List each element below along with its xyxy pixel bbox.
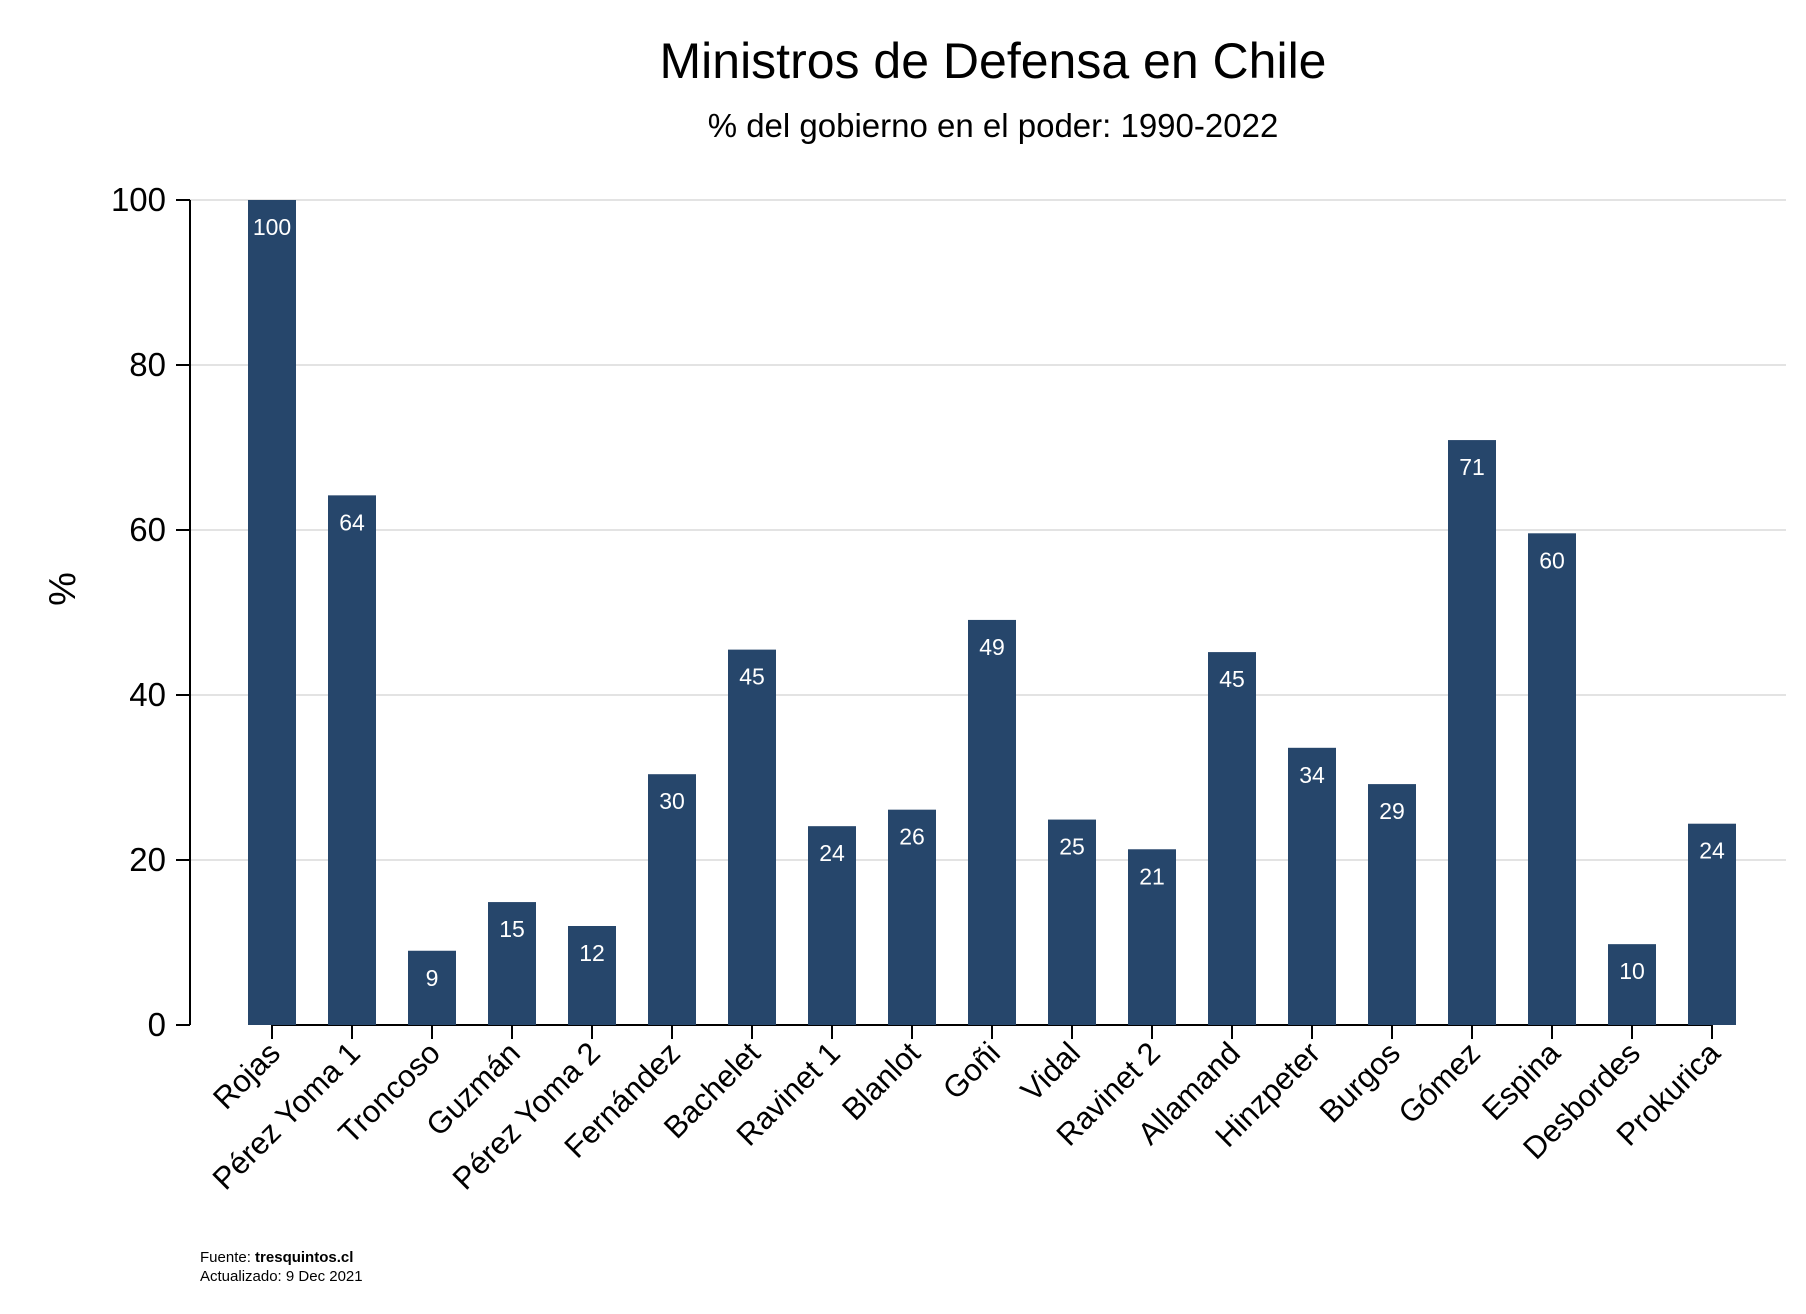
x-category-label: Burgos bbox=[1313, 1035, 1407, 1129]
bar-value-label: 24 bbox=[1699, 838, 1725, 864]
bar bbox=[968, 619, 1016, 1025]
footer-source-value: tresquintos.cl bbox=[255, 1249, 353, 1266]
bar bbox=[1688, 823, 1736, 1025]
bar bbox=[1608, 944, 1656, 1025]
bar-value-label: 10 bbox=[1619, 958, 1645, 984]
x-category-label: Gómez bbox=[1392, 1035, 1487, 1130]
y-axis-label: % bbox=[42, 572, 84, 606]
bar-value-label: 21 bbox=[1139, 863, 1165, 889]
bar-value-label: 60 bbox=[1539, 547, 1565, 573]
bar bbox=[648, 774, 696, 1025]
y-tick-label: 0 bbox=[148, 1006, 166, 1043]
bar bbox=[248, 200, 296, 1025]
bar bbox=[808, 826, 856, 1025]
bar bbox=[488, 902, 536, 1025]
bar-value-label: 24 bbox=[819, 840, 845, 866]
footer-updated: Actualizado: 9 Dec 2021 bbox=[200, 1268, 363, 1285]
bar bbox=[1528, 533, 1576, 1025]
y-tick-label: 20 bbox=[129, 841, 166, 878]
axes: 0 20 40 60 80 100 bbox=[111, 181, 1713, 1043]
bar-value-label: 34 bbox=[1299, 762, 1325, 788]
bar-value-label: 71 bbox=[1459, 454, 1485, 480]
bar bbox=[1048, 819, 1096, 1025]
bar-value-label: 25 bbox=[1059, 834, 1085, 860]
bar-value-label: 49 bbox=[979, 634, 1005, 660]
bar-value-label: 29 bbox=[1379, 798, 1405, 824]
y-tick-label: 60 bbox=[129, 511, 166, 548]
gridlines bbox=[190, 199, 1786, 861]
y-tick-label: 80 bbox=[129, 346, 166, 383]
bar-value-label: 9 bbox=[426, 965, 439, 991]
x-category-label: Goñi bbox=[936, 1035, 1007, 1106]
bar bbox=[408, 950, 456, 1025]
chart-title: Ministros de Defensa en Chile bbox=[660, 33, 1327, 89]
y-tick-label: 40 bbox=[129, 676, 166, 713]
bar-value-label: 64 bbox=[339, 509, 365, 535]
bar-value-label: 30 bbox=[659, 788, 685, 814]
bar bbox=[728, 649, 776, 1025]
bar-value-label: 45 bbox=[739, 664, 765, 690]
bar bbox=[888, 809, 936, 1025]
x-category-label: Vidal bbox=[1014, 1035, 1087, 1108]
y-tick-label: 100 bbox=[111, 181, 166, 218]
bar bbox=[328, 495, 376, 1026]
bar-value-label: 45 bbox=[1219, 666, 1245, 692]
bar bbox=[1448, 440, 1496, 1025]
bar-value-label: 15 bbox=[499, 916, 525, 942]
bar-value-label: 26 bbox=[899, 824, 925, 850]
chart-subtitle: % del gobierno en el poder: 1990-2022 bbox=[708, 107, 1279, 144]
footer-source: Fuente: tresquintos.cl bbox=[200, 1249, 353, 1266]
x-category-label: Blanlot bbox=[835, 1035, 927, 1127]
footer-source-label: Fuente: bbox=[200, 1249, 255, 1266]
bar-value-label: 100 bbox=[253, 214, 291, 240]
bar bbox=[1208, 652, 1256, 1025]
bar bbox=[1288, 747, 1336, 1025]
bars bbox=[248, 200, 1736, 1026]
bar bbox=[1368, 784, 1416, 1025]
bar-value-label: 12 bbox=[579, 940, 605, 966]
bar bbox=[568, 926, 616, 1025]
bar bbox=[1128, 849, 1176, 1025]
